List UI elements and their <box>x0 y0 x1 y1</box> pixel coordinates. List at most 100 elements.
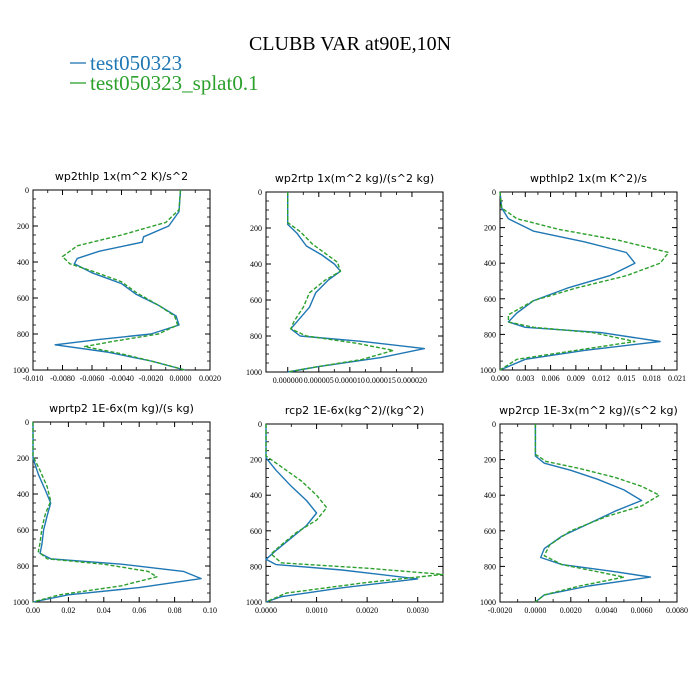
y-tick-label: 400 <box>484 259 496 268</box>
y-tick-label: 800 <box>484 330 496 339</box>
y-tick-label: 1000 <box>13 366 29 375</box>
panel-title: wprtp2 1E-6x(m kg)/(s kg) <box>49 402 194 415</box>
series-line-test050323 <box>534 424 652 603</box>
x-tick-label: 0.000 <box>491 374 509 383</box>
x-tick-label: 0.06 <box>132 606 146 615</box>
x-tick-label: -0.0040 <box>109 374 134 383</box>
series-line-test050323 <box>54 189 186 371</box>
y-tick-label: 600 <box>484 527 496 536</box>
y-tick-label: 600 <box>17 526 29 535</box>
x-tick-label: 0.015 <box>617 374 635 383</box>
y-tick-label: 200 <box>250 456 262 465</box>
x-tick-label: 0.000005 <box>304 376 334 385</box>
y-tick-label: 1000 <box>246 368 262 377</box>
x-tick-label: -0.0020 <box>139 374 164 383</box>
series-line-test050323 <box>265 424 419 603</box>
x-tick-label: 0.000010 <box>335 376 365 385</box>
x-tick-label: 0.02 <box>61 606 75 615</box>
x-tick-label: 0.018 <box>643 374 661 383</box>
y-tick-label: 400 <box>484 491 496 500</box>
panel-4: wprtp2 1E-6x(m kg)/(s kg) 0.00 0.02 0.04 0.0… <box>13 402 217 615</box>
y-tick-label: 200 <box>250 224 262 233</box>
y-tick-label: 400 <box>17 258 29 267</box>
series-line-test050323-splat0.1 <box>61 189 186 371</box>
y-tick-label: 400 <box>17 490 29 499</box>
y-tick-label: 600 <box>250 527 262 536</box>
panel-1: wp2thlp 1x(m^2 K)/s^2 -0.010 -0.0080 -0.006… <box>13 170 221 383</box>
x-tick-label: 0.0020 <box>560 606 582 615</box>
x-tick-label: 0.0020 <box>356 606 378 615</box>
panel-title: rcp2 1E-6x(kg^2)/(kg^2) <box>285 404 424 417</box>
y-tick-label: 200 <box>17 454 29 463</box>
series-line-test050323-splat0.1 <box>265 424 444 603</box>
x-tick-label: 0.04 <box>97 606 111 615</box>
legend: test050323 test050323_splat0.1 <box>70 51 259 95</box>
x-tick-label: 0.009 <box>567 374 585 383</box>
y-tick-label: 800 <box>17 330 29 339</box>
panel-6: wp2rcp 1E-3x(m^2 kg)/(s^2 kg) -0.0020 0.00… <box>480 404 688 615</box>
x-tick-label: 0.08 <box>168 606 182 615</box>
y-tick-label: 0 <box>258 188 262 197</box>
y-tick-label: 1000 <box>13 598 29 607</box>
y-tick-label: 600 <box>484 295 496 304</box>
x-tick-label: -0.010 <box>23 374 44 383</box>
x-tick-label: -0.0080 <box>50 374 75 383</box>
x-tick-label: 0.000015 <box>366 376 396 385</box>
x-tick-label: 0.0000 <box>170 374 192 383</box>
x-tick-label: 0.0000 <box>524 606 546 615</box>
panel-title: wp2rtp 1x(m^2 kg)/(s^2 kg) <box>275 172 434 185</box>
series-line-test050323-splat0.1 <box>287 192 394 373</box>
x-tick-label: 0.0000 <box>255 606 277 615</box>
y-tick-label: 0 <box>25 186 29 195</box>
legend-label-1: test050323 <box>90 51 182 75</box>
y-tick-label: 800 <box>484 562 496 571</box>
panel-2: wp2rtp 1x(m^2 kg)/(s^2 kg)0.000000 0.0000… <box>246 172 444 385</box>
x-tick-label: 0.003 <box>516 374 534 383</box>
panels: wp2thlp 1x(m^2 K)/s^2 -0.010 -0.0080 -0.006… <box>13 170 688 615</box>
y-tick-label: 400 <box>250 260 262 269</box>
panel-title: wp2rcp 1E-3x(m^2 kg)/(s^2 kg) <box>499 404 678 417</box>
series-line-test050323 <box>287 192 426 373</box>
x-tick-label: 0.0080 <box>666 606 688 615</box>
x-tick-label: 0.006 <box>542 374 560 383</box>
panel-3: wpthlp2 1x(m K^2)/s 0.000 0.003 0.006 0.009 0… <box>480 172 686 383</box>
x-tick-label: 0.000000 <box>273 376 303 385</box>
y-tick-label: 0 <box>492 188 496 197</box>
panel-title: wp2thlp 1x(m^2 K)/s^2 <box>55 170 188 183</box>
y-tick-label: 200 <box>484 224 496 233</box>
x-tick-label: -0.0060 <box>80 374 105 383</box>
x-tick-label: 0.0010 <box>306 606 328 615</box>
y-tick-label: 600 <box>250 296 262 305</box>
x-tick-label: 0.012 <box>592 374 610 383</box>
y-tick-label: 200 <box>484 456 496 465</box>
y-tick-label: 1000 <box>246 598 262 607</box>
series-line-test050323-splat0.1 <box>499 191 670 371</box>
panel-5: rcp2 1E-6x(kg^2)/(kg^2) 0.0000 0.0010 0.002… <box>246 404 444 615</box>
series-line-test050323-splat0.1 <box>534 424 660 603</box>
panel-title: wpthlp2 1x(m K^2)/s <box>530 172 647 185</box>
y-tick-label: 800 <box>250 562 262 571</box>
y-tick-label: 400 <box>250 491 262 500</box>
x-tick-label: 0.000020 <box>397 376 427 385</box>
y-tick-label: 600 <box>17 294 29 303</box>
y-tick-label: 0 <box>492 420 496 429</box>
series-line-test050323 <box>499 191 661 371</box>
y-tick-label: 1000 <box>480 366 496 375</box>
y-tick-label: 800 <box>17 562 29 571</box>
x-tick-label: -0.0020 <box>488 606 513 615</box>
y-tick-label: 200 <box>17 222 29 231</box>
x-tick-label: 0.0060 <box>631 606 653 615</box>
y-tick-label: 800 <box>250 332 262 341</box>
y-tick-label: 0 <box>25 418 29 427</box>
series-line-test050323-splat0.1 <box>32 422 158 603</box>
series-line-test050323 <box>32 422 202 603</box>
x-tick-label: 0.0040 <box>595 606 617 615</box>
x-tick-label: 0.021 <box>668 374 686 383</box>
x-tick-label: 0.0030 <box>407 606 429 615</box>
x-tick-label: 0.00 <box>26 606 40 615</box>
x-tick-label: 0.10 <box>203 606 217 615</box>
y-tick-label: 1000 <box>480 598 496 607</box>
legend-label-2: test050323_splat0.1 <box>90 71 259 95</box>
x-tick-label: 0.0020 <box>199 374 221 383</box>
